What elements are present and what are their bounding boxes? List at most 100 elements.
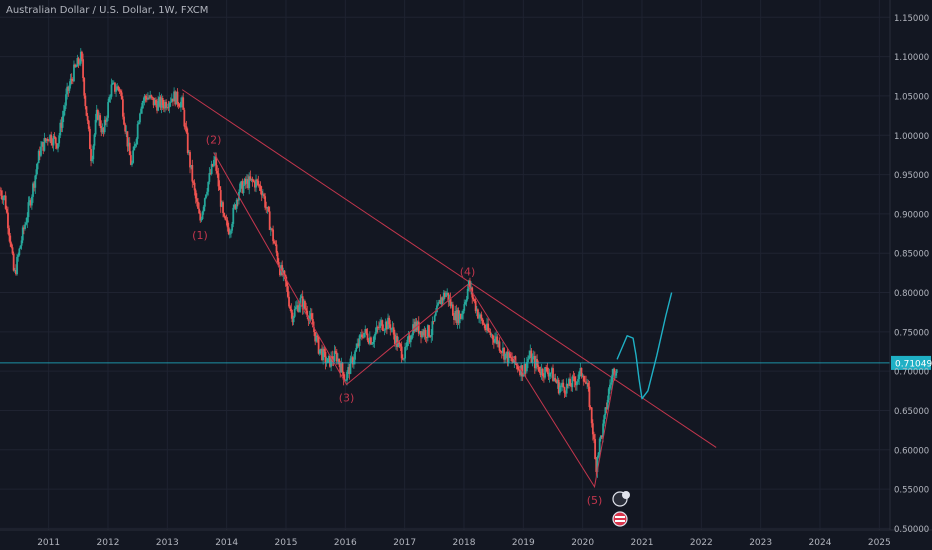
candle-body	[455, 311, 458, 323]
projection-path	[616, 292, 673, 400]
candle-body	[525, 362, 528, 372]
candle-body	[482, 323, 485, 325]
candle-body	[352, 359, 355, 365]
candle-body	[205, 194, 207, 199]
candle-body	[141, 102, 144, 109]
x-tick-label: 2021	[631, 538, 654, 548]
candle-body	[106, 117, 108, 122]
candle-body	[175, 91, 178, 105]
candle-body	[504, 353, 507, 360]
candle-body	[538, 366, 541, 373]
candle-body	[226, 220, 229, 228]
candle-body	[114, 82, 116, 92]
candle-body	[392, 327, 395, 335]
candle-body	[590, 407, 593, 424]
flag-stripe-icon	[615, 518, 625, 520]
candle-body	[545, 367, 548, 369]
candle-body	[477, 309, 479, 319]
candle-body	[588, 386, 591, 408]
candle-body	[232, 207, 235, 224]
candle-body	[46, 138, 49, 141]
candle-body	[489, 331, 492, 336]
candle-body	[400, 346, 403, 359]
candle-body	[177, 103, 180, 107]
candle-body	[104, 119, 107, 122]
candle-body	[323, 348, 326, 352]
candle-body	[98, 115, 100, 120]
candle-body	[195, 198, 198, 202]
candle-body	[43, 138, 46, 151]
candle-body	[371, 343, 373, 345]
candle-body	[548, 373, 551, 377]
candle-body	[434, 312, 437, 316]
candle-body	[2, 197, 5, 201]
candle-body	[83, 78, 86, 96]
candle-body	[565, 383, 568, 394]
candle-body	[169, 101, 172, 103]
candle-body	[193, 182, 196, 191]
candle-body	[447, 292, 450, 302]
candle-body	[610, 382, 612, 385]
candle-body	[137, 122, 140, 125]
event-markers[interactable]	[612, 491, 630, 527]
candle-body	[484, 328, 487, 331]
candle-body	[612, 369, 615, 375]
candle-body	[21, 227, 24, 241]
candle-body	[613, 369, 616, 376]
candle-body	[576, 381, 578, 386]
candle-body	[112, 82, 115, 84]
candle-body	[282, 270, 285, 275]
candle-body	[101, 127, 104, 133]
candle-body	[423, 329, 426, 336]
candle-body	[337, 358, 339, 362]
candle-body	[230, 230, 232, 234]
candle-body	[314, 332, 317, 342]
candle-body	[264, 196, 267, 208]
candle-body	[192, 181, 195, 183]
candle-body	[20, 240, 23, 246]
y-tick-label: 0.70000	[894, 368, 929, 378]
candle-body	[364, 329, 367, 333]
candle-body	[511, 357, 513, 362]
candle-body	[213, 159, 215, 167]
candle-body	[49, 134, 51, 141]
candle-body	[480, 314, 483, 319]
candle-body	[349, 358, 352, 374]
candle-body	[110, 84, 113, 97]
candle-body	[65, 94, 67, 106]
candle-body	[158, 97, 161, 101]
candle-body	[78, 63, 81, 65]
candle-body	[614, 372, 617, 376]
candle-body	[327, 355, 330, 359]
candle-body	[63, 105, 66, 112]
x-axis[interactable]: 2011 2012 2013 2014 2015 2016 2017 2018 2019 2020…	[0, 529, 932, 548]
y-tick-label: 1.00000	[894, 132, 929, 142]
candle-body	[562, 382, 565, 388]
candle-body	[200, 219, 203, 221]
candle-body	[248, 176, 251, 189]
candle-body	[139, 113, 141, 123]
candle-body	[598, 438, 601, 453]
candle-body	[334, 351, 337, 353]
y-axis[interactable]: 0.50000 0.55000 0.60000 0.65000 0.70000 0.750…	[889, 0, 929, 535]
candle-body	[103, 119, 106, 133]
candle-body	[333, 351, 336, 362]
candle-body	[209, 173, 212, 174]
candle-body	[603, 415, 606, 424]
candle-body	[108, 97, 111, 103]
candle-body	[595, 458, 598, 472]
candle-body	[464, 302, 467, 305]
candle-body	[58, 135, 61, 144]
candle-body	[407, 335, 410, 340]
candle-body	[506, 351, 509, 363]
candle-body	[99, 115, 102, 127]
candle-body	[481, 318, 484, 324]
candle-body	[180, 101, 182, 108]
candle-body	[133, 146, 136, 151]
candle-body	[453, 315, 455, 320]
candle-body	[55, 143, 58, 149]
candle-body	[119, 90, 122, 93]
candle-body	[463, 304, 466, 311]
